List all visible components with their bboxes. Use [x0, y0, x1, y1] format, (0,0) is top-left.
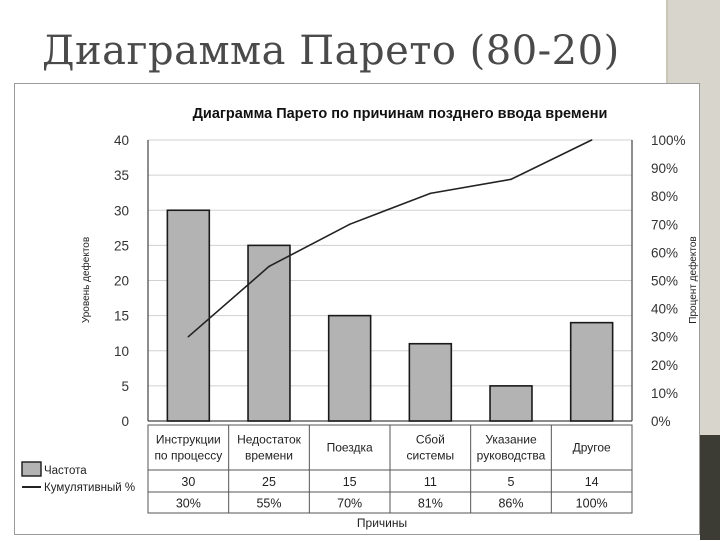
data-label-count: 11: [424, 475, 437, 489]
y2-tick-label: 50%: [651, 274, 678, 289]
chart-figure: Диаграмма Парето по причинам позднего вв…: [14, 83, 700, 535]
cumulative-line: [187, 139, 593, 338]
y2-tick-label: 30%: [651, 330, 678, 345]
y2-tick-label: 40%: [651, 302, 678, 317]
bar-3: [327, 314, 372, 422]
data-label-cumulative: 30%: [176, 497, 201, 511]
x-category-label: Указание: [485, 433, 537, 447]
cumulative-point-2: [268, 265, 270, 268]
x-category-label: системы: [407, 449, 455, 463]
pareto-chart: Диаграмма Парето по причинам позднего вв…: [21, 106, 699, 530]
y-tick-label: 25: [114, 238, 129, 253]
y2-tick-label: 60%: [651, 245, 678, 260]
data-label-cumulative: 70%: [337, 497, 362, 511]
y2-tick-label: 70%: [651, 217, 678, 232]
y2-tick-label: 100%: [651, 133, 686, 148]
y2-tick-label: 10%: [651, 386, 678, 401]
legend-label: Кумулятивный %: [44, 482, 135, 494]
bar-5: [489, 385, 533, 422]
y-tick-label: 35: [114, 168, 129, 183]
cumulative-point-4: [429, 192, 432, 195]
y-tick-label: 5: [121, 379, 129, 394]
y2-tick-label: 0%: [651, 414, 671, 429]
y-tick-label: 15: [114, 309, 129, 324]
data-label-count: 25: [262, 475, 276, 489]
y-tick-label: 10: [114, 344, 129, 359]
bar-1: [166, 209, 211, 422]
slide-decoration-corner: [700, 435, 720, 540]
y-tick-label: 30: [114, 203, 129, 218]
x-category-label: Другое: [573, 441, 611, 455]
data-label-cumulative: 81%: [418, 497, 443, 511]
cumulative-point-5: [510, 178, 512, 181]
x-category-label: по процессу: [154, 449, 222, 463]
legend-label: Частота: [44, 465, 87, 477]
x-category-label: Инструкции: [156, 433, 221, 447]
x-category-label: руководства: [477, 449, 546, 463]
data-label-cumulative: 100%: [576, 497, 608, 511]
x-category-label: Поездка: [327, 441, 373, 455]
bar-4: [408, 342, 453, 422]
y2-axis-label: Процент дефектов: [687, 236, 699, 323]
x-category-label: времени: [245, 449, 293, 463]
y2-tick-label: 20%: [651, 358, 678, 373]
y2-tick-label: 80%: [651, 189, 678, 204]
data-label-count: 5: [508, 475, 515, 489]
y-tick-label: 40: [114, 133, 129, 148]
data-label-count: 30: [181, 475, 195, 489]
y-tick-label: 20: [114, 274, 129, 289]
bar-2: [247, 244, 291, 422]
bar-6: [569, 321, 614, 422]
cumulative-point-1: [187, 335, 190, 338]
data-label-cumulative: 86%: [498, 497, 523, 511]
y-tick-label: 0: [121, 414, 129, 429]
cumulative-point-6: [590, 139, 593, 141]
slide-title: Диаграмма Парето (80-20): [42, 28, 620, 74]
x-category-label: Недостаток: [237, 433, 302, 447]
data-label-count: 14: [585, 475, 599, 489]
y-axis-label: Уровень дефектов: [80, 237, 92, 323]
y2-tick-label: 90%: [651, 161, 678, 176]
data-label-count: 15: [343, 475, 357, 489]
chart-title: Диаграмма Парето по причинам позднего вв…: [193, 106, 608, 122]
x-axis-label: Причины: [357, 516, 407, 530]
x-category-label: Сбой: [416, 433, 445, 447]
cumulative-point-3: [348, 223, 351, 226]
legend-bar-swatch: [21, 461, 42, 477]
data-label-cumulative: 55%: [256, 497, 281, 511]
